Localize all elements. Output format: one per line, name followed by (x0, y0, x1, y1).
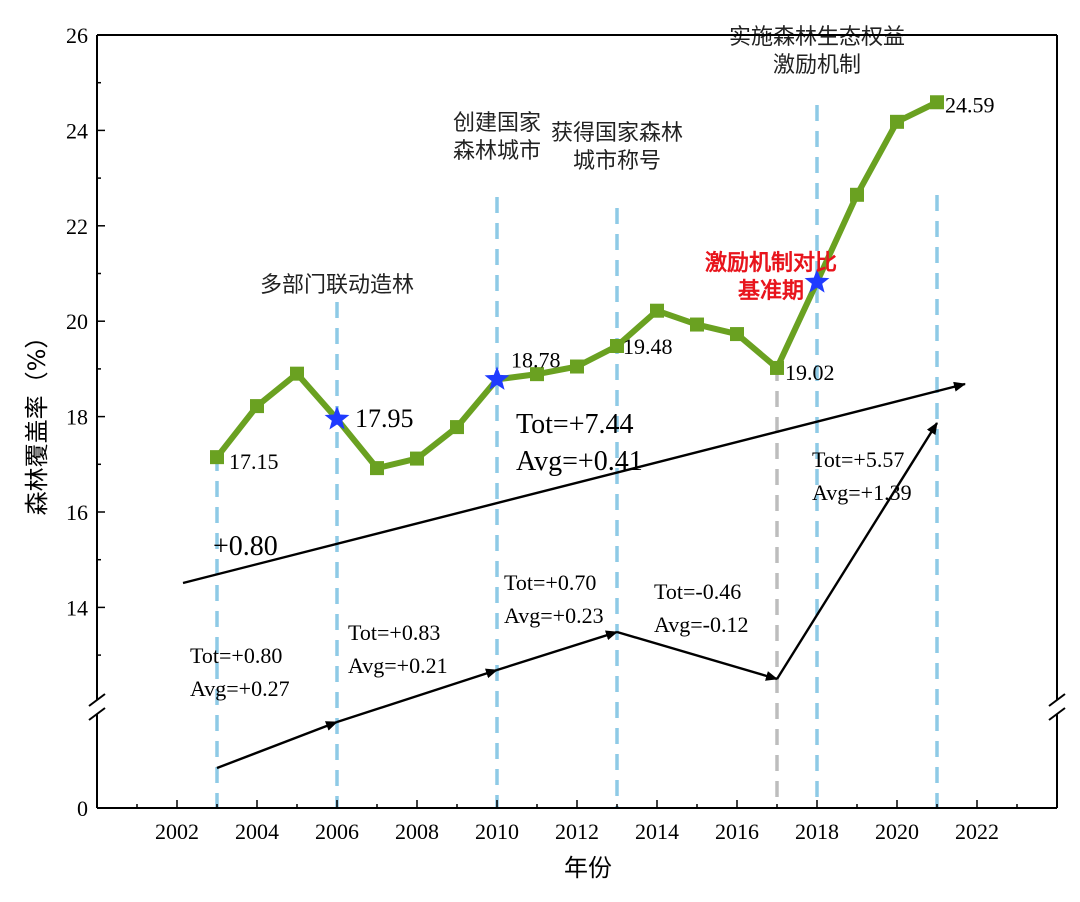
event-label-2013-1: 城市称号 (573, 149, 661, 174)
data-point-2008 (410, 451, 424, 466)
x-tick-label-2002: 2002 (155, 819, 199, 844)
event-label-2018-1: 激励机制 (773, 53, 861, 78)
y-tick-label-14: 14 (66, 595, 88, 620)
data-label-2013: 19.48 (623, 334, 673, 359)
overall-trend-avg: Avg=+0.41 (516, 446, 643, 477)
x-tick-label-2020: 2020 (875, 819, 919, 844)
segment-trend-tot-1: Tot=+0.83 (348, 620, 440, 645)
segment-trend-arrow-0 (216, 720, 338, 770)
x-tick-label-2004: 2004 (235, 819, 279, 844)
axis-break-mark-1-a (1048, 693, 1066, 707)
x-tick-label-2010: 2010 (475, 819, 519, 844)
segment-trend-avg-3: Avg=-0.12 (654, 612, 749, 637)
y-tick-label-22: 22 (66, 214, 88, 239)
segment-trend-arrow-4 (775, 422, 939, 680)
y-tick-label-20: 20 (66, 309, 88, 334)
x-tick-label-2008: 2008 (395, 819, 439, 844)
data-point-2014 (650, 303, 664, 318)
axis-break-mark-0-b (88, 707, 106, 721)
segment-trend-tot-0: Tot=+0.80 (190, 643, 282, 668)
coverage-series (210, 95, 944, 476)
data-point-2013 (610, 339, 624, 354)
x-axis-title: 年份 (564, 854, 612, 882)
segment-trend-avg-0: Avg=+0.27 (190, 676, 290, 701)
data-label-2021: 24.59 (945, 92, 995, 117)
data-label-2010: 18.78 (511, 347, 561, 372)
data-point-2021 (930, 95, 944, 110)
data-point-2011 (530, 367, 544, 382)
y-tick-label-16: 16 (66, 500, 88, 525)
star-point-2006 (324, 406, 350, 430)
overall-trend-arrow (182, 381, 966, 585)
x-tick-label-2014: 2014 (635, 819, 679, 844)
event-label-2013-0: 获得国家森林 (551, 121, 683, 146)
data-point-2003 (210, 450, 224, 465)
overall-trend-start-label: +0.80 (213, 531, 278, 562)
data-point-2016 (730, 327, 744, 342)
data-label-2003: 17.15 (229, 449, 279, 474)
x-tick-label-2016: 2016 (715, 819, 759, 844)
segment-trend-tot-4: Tot=+5.57 (812, 447, 904, 472)
data-point-2007 (370, 461, 384, 476)
axes: 2002 2004 2006 2008 2010 2012 2014 2016 2018 2020… (23, 23, 1066, 882)
data-point-2004 (250, 399, 264, 414)
segment-trend-arrow-2 (496, 630, 618, 672)
data-point-2015 (690, 317, 704, 332)
data-label-2017: 19.02 (785, 360, 835, 385)
axis-break-mark-1-b (1048, 707, 1066, 721)
red-annotation-0: 激励机制对比 (705, 250, 837, 276)
event-label-2010-0: 创建国家 (453, 111, 541, 136)
data-point-2012 (570, 359, 584, 374)
event-label-2006-0: 多部门联动造林 (260, 273, 414, 298)
y-tick-label-26: 26 (66, 23, 88, 48)
segment-trend-tot-2: Tot=+0.70 (504, 570, 596, 595)
y-tick-label-18: 18 (66, 405, 88, 430)
x-tick-label-2006: 2006 (315, 819, 359, 844)
data-point-2005 (290, 366, 304, 381)
y-tick-label-24: 24 (66, 118, 88, 143)
x-tick-label-2012: 2012 (555, 819, 599, 844)
star-point-2010 (484, 366, 510, 390)
segment-trend-arrow-3 (616, 630, 778, 681)
data-point-2017 (770, 360, 784, 375)
red-annotation-1: 基准期 (738, 279, 804, 304)
y-tick-label-0: 0 (77, 796, 88, 821)
y-axis-title: 森林覆盖率（%） (23, 325, 51, 516)
data-point-2020 (890, 114, 904, 129)
segment-trend-avg-1: Avg=+0.21 (348, 653, 448, 678)
segment-trend-arrow-1 (336, 668, 498, 724)
trend-arrows: +0.80 Tot=+7.44 Avg=+0.41 Tot=+0.80 Avg=+0.2… (182, 381, 966, 770)
x-tick-label-2018: 2018 (795, 819, 839, 844)
data-point-2019 (850, 187, 864, 202)
event-label-2010-1: 森林城市 (453, 139, 541, 164)
segment-trend-avg-2: Avg=+0.23 (504, 603, 604, 628)
axis-break-mark-0-a (88, 693, 106, 707)
x-tick-label-2022: 2022 (955, 819, 999, 844)
star-point-2018 (804, 269, 830, 293)
data-point-2009 (450, 420, 464, 435)
event-label-2018-0: 实施森林生态权益 (729, 25, 905, 50)
segment-trend-avg-4: Avg=+1.39 (812, 480, 912, 505)
data-label-2006: 17.95 (355, 404, 414, 433)
overall-trend-tot: Tot=+7.44 (516, 409, 634, 440)
segment-trend-tot-3: Tot=-0.46 (654, 579, 741, 604)
